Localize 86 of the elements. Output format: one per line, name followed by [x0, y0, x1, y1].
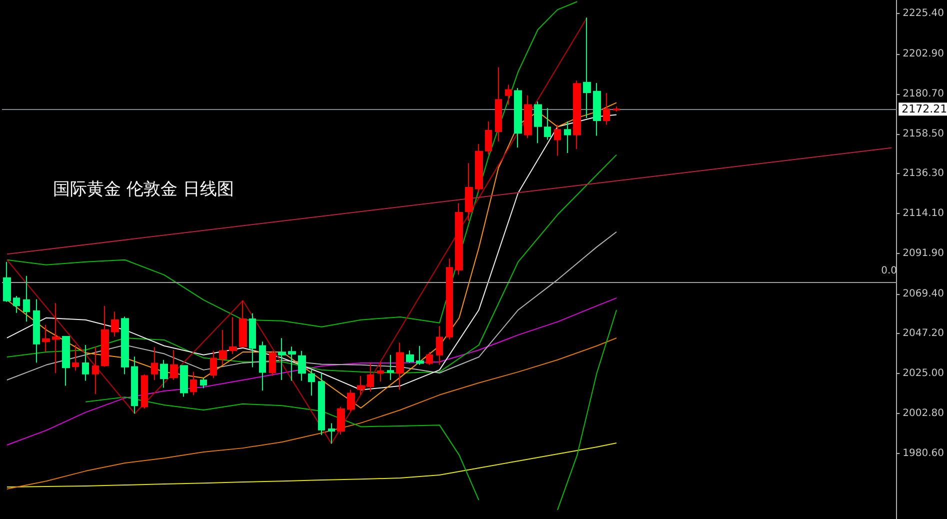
candlestick: [101, 305, 109, 368]
candlestick: [3, 261, 11, 302]
candlestick: [269, 350, 276, 376]
candlestick: [367, 362, 374, 392]
candlestick: [514, 87, 522, 148]
candlestick: [298, 350, 306, 382]
candlestick: [160, 359, 168, 388]
candlestick: [564, 120, 571, 154]
candlestick: [52, 302, 60, 374]
candlestick: [72, 344, 79, 372]
candlestick: [416, 345, 424, 366]
line-series: [556, 309, 617, 511]
candlestick: [534, 100, 542, 144]
candlestick: [613, 106, 620, 112]
candlestick: [151, 346, 158, 380]
candlestick: [387, 354, 394, 380]
text: 国际黄金 伦敦金 日线图: [53, 180, 234, 200]
candlestick: [23, 275, 30, 322]
line-series: [6, 337, 617, 490]
y-tick-label: 2002.80: [902, 408, 944, 419]
line-series: [6, 442, 617, 488]
y-tick-label: 2180.70: [902, 88, 944, 100]
candlestick: [426, 351, 433, 366]
candlestick: [337, 406, 345, 436]
line-series: [6, 1, 578, 328]
candlestick: [288, 346, 296, 382]
candlestick: [278, 338, 286, 380]
candlestick: [485, 120, 492, 155]
candlestick: [33, 298, 40, 364]
candlestick: [396, 342, 404, 390]
candlestick: [131, 356, 138, 414]
candlestick: [239, 300, 247, 348]
candlestick: [347, 389, 355, 412]
candlestick: [111, 311, 119, 338]
candlestick: [180, 365, 188, 398]
y-tick-label: 2136.30: [902, 168, 944, 180]
candlestick: [229, 316, 237, 354]
y-tick-label: 2025.00: [902, 368, 944, 380]
candlestick: [406, 350, 414, 364]
candlestick: [42, 324, 50, 352]
y-tick-label: 1980.60: [902, 448, 944, 459]
candlestick: [13, 295, 20, 314]
line-series: [85, 396, 480, 501]
candlestick: [190, 371, 197, 396]
candlestick: [554, 124, 561, 156]
candlestick: [446, 258, 453, 340]
candlestick: [357, 375, 365, 396]
candlestick: [583, 17, 591, 118]
y-tick-label: 2158.50: [902, 128, 944, 140]
candlestick: [210, 350, 217, 379]
y-tick-label: 2114.10: [902, 208, 944, 220]
line-series: [6, 154, 617, 374]
candlestick: [603, 92, 610, 126]
candlestick: [170, 350, 178, 380]
candlestick: [92, 346, 99, 395]
candlestick: [219, 329, 227, 366]
candlestick: [465, 162, 473, 222]
y-tick-label: 2225.40: [902, 8, 944, 20]
candlestick: [436, 325, 443, 366]
y-tick-label: 2069.40: [902, 288, 944, 300]
y-tick-label: 2202.90: [902, 48, 944, 60]
candlestick: [495, 66, 502, 142]
y-tick-label: 2091.90: [902, 248, 944, 259]
y-tick-label: 2047.20: [902, 328, 944, 340]
candlestick: [455, 202, 463, 276]
candlestick: [505, 84, 512, 106]
ref-line-label: 2172.21: [902, 102, 947, 116]
line-series: [6, 17, 588, 444]
line-series: [6, 297, 617, 446]
line-series: [6, 231, 617, 380]
candlestick: [200, 378, 207, 389]
candlestick: [82, 344, 89, 382]
candlestick: [524, 94, 532, 139]
candlestick: [544, 108, 551, 140]
candlestick: [121, 316, 129, 375]
candlestick: [259, 341, 266, 392]
candlestick: [308, 369, 315, 396]
candlestick: [141, 374, 148, 410]
candlestick: [475, 144, 483, 193]
candlestick: [377, 361, 384, 382]
candlestick: [62, 336, 70, 386]
candlestick: [318, 372, 325, 436]
candlestick: [328, 422, 335, 444]
candlestick: [593, 82, 601, 136]
candlestick: [573, 80, 581, 150]
candlestick: [249, 312, 256, 368]
